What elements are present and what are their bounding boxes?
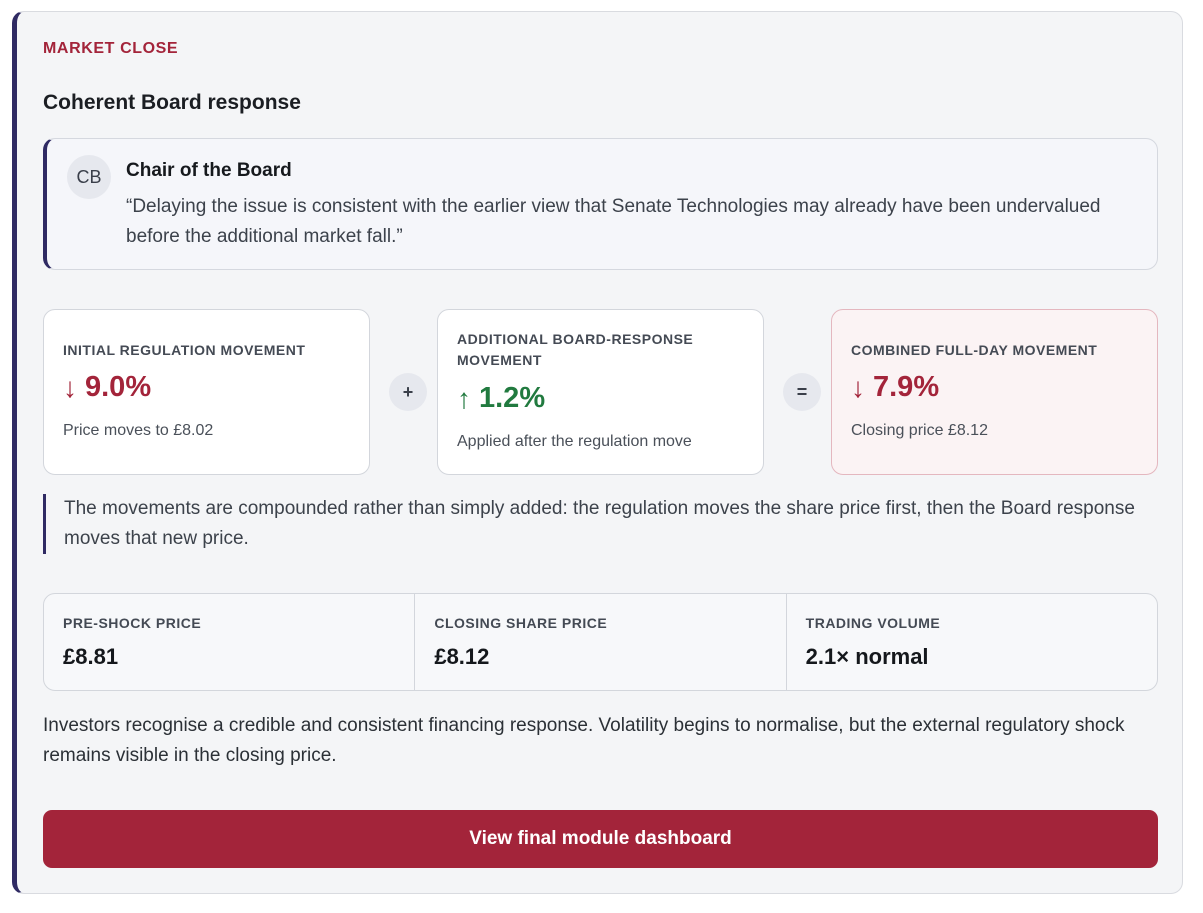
movement-value: ↓ 7.9% <box>851 371 939 404</box>
stat-value: £8.12 <box>434 644 490 669</box>
compounding-note: The movements are compounded rather than… <box>43 494 1158 554</box>
equals-operator: = <box>783 373 821 411</box>
arrow-up-icon: ↑ <box>457 382 471 414</box>
arrow-down-icon: ↓ <box>63 371 77 403</box>
stat-label: PRE-SHOCK PRICE <box>63 615 202 631</box>
movement-note: Applied after the regulation move <box>457 433 692 450</box>
stat-trading-volume: TRADING VOLUME 2.1× normal <box>787 594 1157 690</box>
movement-label: COMBINED FULL-DAY MOVEMENT <box>851 342 1098 358</box>
movement-note: Closing price £8.12 <box>851 422 988 439</box>
plus-operator: + <box>389 373 427 411</box>
section-eyebrow: MARKET CLOSE <box>43 40 179 57</box>
price-stats: PRE-SHOCK PRICE £8.81 CLOSING SHARE PRIC… <box>43 593 1158 691</box>
movement-label: INITIAL REGULATION MOVEMENT <box>63 342 306 358</box>
stat-label: CLOSING SHARE PRICE <box>434 615 608 631</box>
card-title: Coherent Board response <box>43 91 301 114</box>
movement-percent: 7.9% <box>873 371 940 403</box>
combined-movement-card: COMBINED FULL-DAY MOVEMENT ↓ 7.9% Closin… <box>831 309 1158 475</box>
stat-value: £8.81 <box>63 644 119 669</box>
initial-movement-card: INITIAL REGULATION MOVEMENT ↓ 9.0% Price… <box>43 309 370 475</box>
stat-label: TRADING VOLUME <box>805 615 941 631</box>
movement-percent: 9.0% <box>85 371 152 403</box>
movement-value: ↑ 1.2% <box>457 382 545 415</box>
quote-speaker: Chair of the Board <box>126 160 292 181</box>
movement-label: ADDITIONAL BOARD-RESPONSE MOVEMENT <box>457 331 694 368</box>
avatar: CB <box>67 155 111 199</box>
stat-value: 2.1× normal <box>805 644 929 669</box>
quote-text: “Delaying the issue is consistent with t… <box>126 196 1101 247</box>
stat-pre-shock-price: PRE-SHOCK PRICE £8.81 <box>44 594 416 690</box>
arrow-down-icon: ↓ <box>851 371 865 403</box>
movement-value: ↓ 9.0% <box>63 371 151 404</box>
stat-closing-price: CLOSING SHARE PRICE £8.12 <box>415 594 787 690</box>
movement-note: Price moves to £8.02 <box>63 422 214 439</box>
movement-percent: 1.2% <box>479 382 546 414</box>
view-final-dashboard-button[interactable]: View final module dashboard <box>43 810 1158 868</box>
board-response-movement-card: ADDITIONAL BOARD-RESPONSE MOVEMENT ↑ 1.2… <box>437 309 764 475</box>
market-close-card: MARKET CLOSE Coherent Board response CB … <box>12 11 1183 894</box>
summary-text: Investors recognise a credible and consi… <box>43 715 1125 766</box>
board-quote: CB Chair of the Board “Delaying the issu… <box>43 138 1158 270</box>
